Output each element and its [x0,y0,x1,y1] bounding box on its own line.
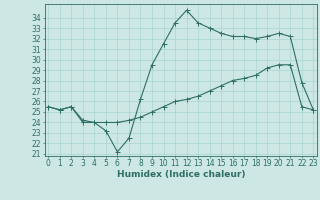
X-axis label: Humidex (Indice chaleur): Humidex (Indice chaleur) [116,170,245,179]
